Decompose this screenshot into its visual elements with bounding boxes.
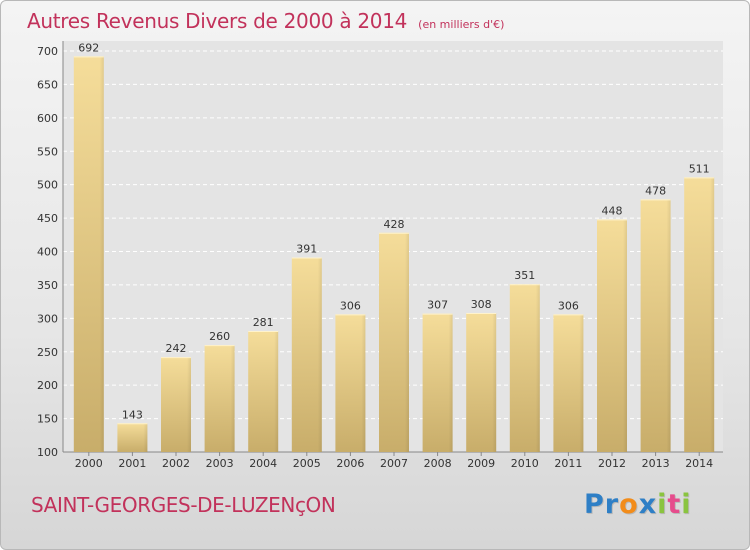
y-tick-label: 250 (37, 346, 58, 359)
data-label-2014: 511 (689, 162, 710, 175)
y-tick-label: 300 (37, 312, 58, 325)
data-label-2004: 281 (253, 316, 274, 329)
y-tick-label: 400 (37, 246, 58, 259)
bar-2000 (73, 56, 104, 452)
bar-shade-2000 (99, 56, 104, 452)
x-tick-label-2002: 2002 (162, 457, 190, 470)
data-label-2013: 478 (645, 184, 666, 197)
data-label-2002: 242 (166, 342, 187, 355)
x-tick-label-2003: 2003 (206, 457, 234, 470)
bar-2013 (640, 199, 671, 452)
logo-letter: P (584, 489, 605, 520)
y-tick-label: 200 (37, 379, 58, 392)
bar-shade-2005 (317, 257, 322, 452)
bar-shade-2008 (448, 313, 453, 452)
data-label-2007: 428 (384, 218, 405, 231)
data-label-2008: 307 (427, 299, 448, 312)
y-tick-label: 100 (37, 446, 58, 459)
data-label-2009: 308 (471, 298, 492, 311)
x-tick-label-2005: 2005 (293, 457, 321, 470)
y-tick-label: 700 (37, 45, 58, 58)
logo-letter: i (681, 489, 692, 520)
bar-2003 (204, 345, 235, 452)
y-tick-label: 500 (37, 179, 58, 192)
x-tick-label-2008: 2008 (424, 457, 452, 470)
bar-2006 (335, 314, 366, 452)
data-label-2005: 391 (296, 243, 317, 256)
x-tick-label-2013: 2013 (642, 457, 670, 470)
data-label-2006: 306 (340, 299, 361, 312)
bar-2008 (422, 313, 453, 452)
bar-2011 (553, 314, 584, 452)
bar-shade-2004 (274, 331, 279, 452)
bar-2005 (291, 257, 322, 452)
bar-shade-2001 (143, 423, 148, 452)
proxiti-logo[interactable]: Proxiti (584, 489, 692, 520)
x-tick-label-2000: 2000 (75, 457, 103, 470)
bar-shade-2012 (623, 219, 627, 452)
x-tick-label-2012: 2012 (598, 457, 626, 470)
x-tick-label-2004: 2004 (249, 457, 277, 470)
logo-letter: i (657, 489, 668, 520)
bar-2009 (466, 312, 497, 452)
x-tick-label-2006: 2006 (336, 457, 364, 470)
bar-2007 (379, 232, 409, 452)
logo-letter: o (619, 489, 639, 520)
bar-shade-2007 (405, 232, 409, 452)
bars (73, 56, 715, 452)
title-row: Autres Revenus Divers de 2000 à 2014 (en… (27, 9, 504, 33)
logo-letter: x (638, 489, 658, 520)
bar-2010 (509, 284, 540, 452)
data-label-2012: 448 (602, 204, 623, 217)
y-tick-label: 450 (37, 212, 58, 225)
y-tick-label: 550 (37, 145, 58, 158)
x-tick-label-2011: 2011 (554, 457, 582, 470)
bar-2012 (597, 219, 627, 452)
data-label-2003: 260 (209, 330, 230, 343)
x-tick-label-2014: 2014 (685, 457, 713, 470)
y-tick-label: 650 (37, 78, 58, 91)
bar-2014 (684, 177, 715, 452)
data-label-2001: 143 (122, 408, 143, 421)
chart-title: Autres Revenus Divers de 2000 à 2014 (27, 9, 408, 33)
x-tick-label-2010: 2010 (511, 457, 539, 470)
bar-2004 (248, 331, 279, 452)
commune-name: SAINT-GEORGES-DE-LUZENçON (31, 493, 336, 517)
bar-shade-2006 (361, 314, 366, 452)
data-label-2000: 692 (78, 41, 99, 54)
bar-shade-2003 (230, 345, 235, 452)
bar-2001 (117, 423, 148, 452)
y-tick-label: 600 (37, 112, 58, 125)
x-tick-label-2001: 2001 (118, 457, 146, 470)
x-tick-label-2007: 2007 (380, 457, 408, 470)
y-tick-label: 150 (37, 413, 58, 426)
x-tick-label-2009: 2009 (467, 457, 495, 470)
bar-shade-2002 (187, 357, 191, 452)
chart-subtitle: (en milliers d'€) (418, 18, 505, 31)
logo-letter: t (667, 489, 682, 520)
data-label-2010: 351 (514, 269, 535, 282)
bar-shade-2014 (710, 177, 715, 452)
bar-2002 (161, 357, 191, 452)
logo-letter: r (604, 489, 620, 520)
data-label-2011: 306 (558, 299, 579, 312)
bar-shade-2013 (666, 199, 671, 452)
bar-shade-2009 (492, 312, 497, 452)
bar-shade-2010 (535, 284, 540, 452)
y-tick-label: 350 (37, 279, 58, 292)
bar-shade-2011 (579, 314, 584, 452)
